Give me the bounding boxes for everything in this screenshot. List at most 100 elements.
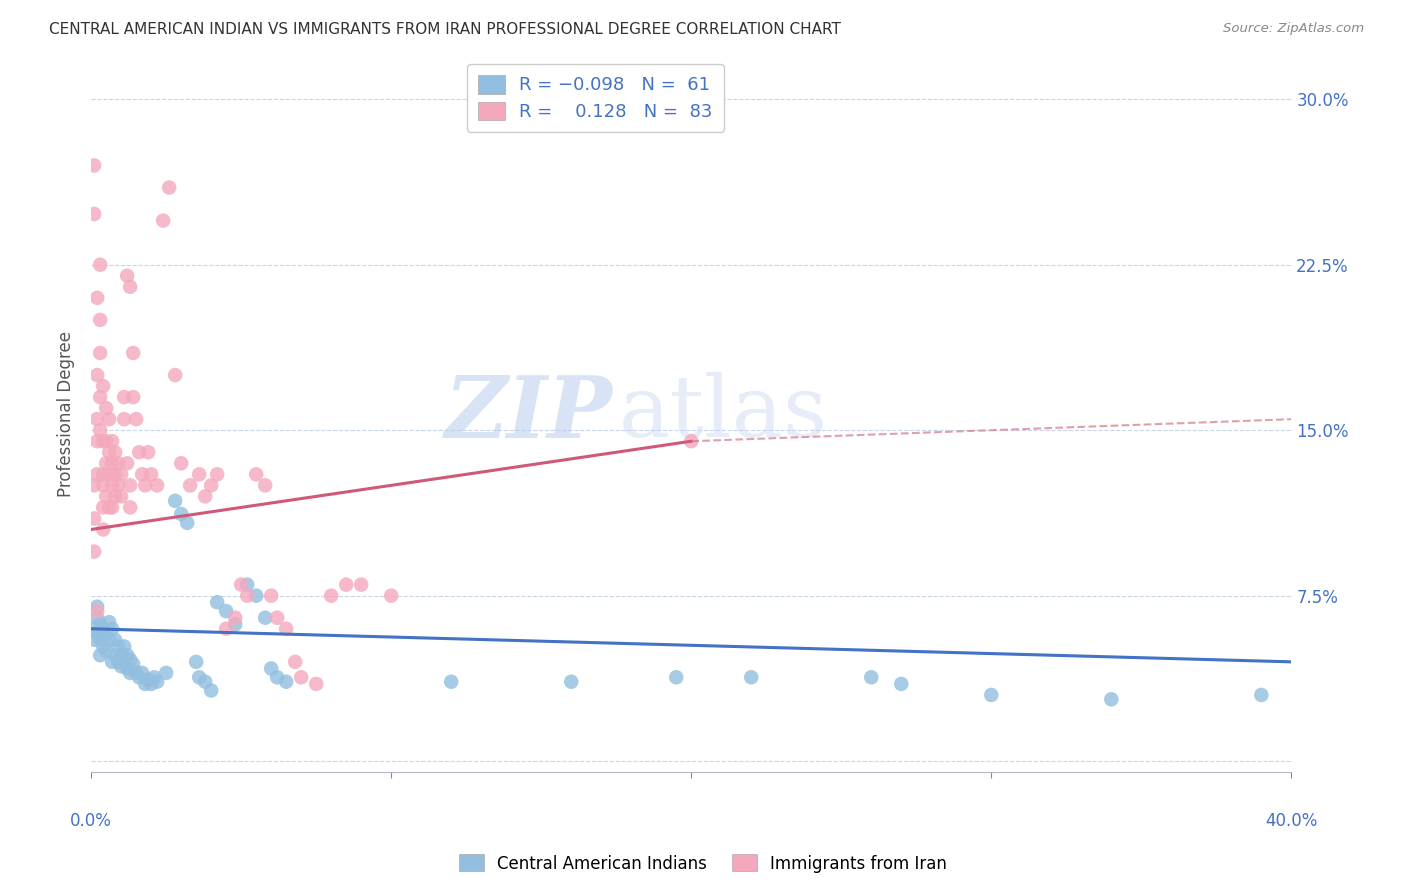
Point: [91, 640, 114, 654]
Point: [120, 478, 142, 492]
Point: [276, 674, 298, 689]
Point: [131, 665, 153, 680]
Point: [98, 615, 121, 629]
Point: [134, 478, 156, 492]
Point: [91, 478, 114, 492]
Point: [125, 665, 148, 680]
Point: [245, 467, 267, 482]
Point: [141, 677, 163, 691]
Text: 0.0%: 0.0%: [70, 812, 112, 830]
Point: [146, 674, 169, 689]
Point: [104, 445, 127, 459]
Point: [740, 670, 762, 684]
Point: [890, 677, 912, 691]
Point: [83, 632, 105, 647]
Point: [125, 412, 148, 426]
Point: [101, 456, 124, 470]
Point: [254, 611, 277, 625]
Point: [165, 493, 187, 508]
Point: [290, 670, 312, 684]
Point: [91, 434, 114, 449]
Point: [205, 467, 228, 482]
Text: 40.0%: 40.0%: [1265, 812, 1317, 830]
Point: [98, 445, 121, 459]
Point: [110, 659, 132, 673]
Point: [215, 622, 238, 636]
Point: [122, 390, 145, 404]
Point: [83, 207, 105, 221]
Point: [86, 599, 108, 614]
Point: [101, 655, 124, 669]
Point: [350, 577, 373, 591]
Point: [107, 456, 129, 470]
Point: [224, 611, 246, 625]
Point: [96, 489, 118, 503]
Point: [83, 158, 105, 172]
Point: [89, 632, 111, 647]
Point: [91, 622, 114, 636]
Point: [305, 677, 328, 691]
Point: [101, 478, 124, 492]
Point: [107, 478, 129, 492]
Point: [83, 622, 105, 636]
Point: [110, 489, 132, 503]
Point: [89, 648, 111, 663]
Point: [186, 655, 208, 669]
Point: [101, 500, 124, 515]
Point: [260, 589, 283, 603]
Point: [980, 688, 1002, 702]
Point: [96, 644, 118, 658]
Point: [96, 626, 118, 640]
Point: [266, 670, 288, 684]
Point: [245, 589, 267, 603]
Text: Source: ZipAtlas.com: Source: ZipAtlas.com: [1223, 22, 1364, 36]
Point: [86, 368, 108, 382]
Point: [122, 657, 145, 671]
Point: [89, 617, 111, 632]
Point: [89, 390, 111, 404]
Point: [131, 467, 153, 482]
Point: [266, 611, 288, 625]
Point: [83, 544, 105, 558]
Point: [98, 412, 121, 426]
Point: [83, 511, 105, 525]
Point: [112, 390, 135, 404]
Point: [179, 478, 201, 492]
Text: atlas: atlas: [619, 372, 828, 455]
Point: [136, 445, 159, 459]
Point: [86, 626, 108, 640]
Point: [231, 577, 253, 591]
Text: ZIP: ZIP: [446, 372, 613, 456]
Point: [98, 500, 121, 515]
Legend: R = −0.098   N =  61, R =    0.128   N =  83: R = −0.098 N = 61, R = 0.128 N = 83: [467, 64, 724, 132]
Point: [188, 467, 211, 482]
Point: [165, 368, 187, 382]
Point: [86, 412, 108, 426]
Point: [98, 632, 121, 647]
Point: [215, 604, 238, 618]
Point: [115, 268, 138, 283]
Point: [86, 434, 108, 449]
Point: [155, 665, 177, 680]
Point: [254, 478, 277, 492]
Point: [110, 467, 132, 482]
Point: [115, 661, 138, 675]
Point: [136, 673, 159, 687]
Point: [200, 683, 222, 698]
Point: [86, 291, 108, 305]
Point: [128, 670, 150, 684]
Point: [101, 622, 124, 636]
Point: [170, 456, 193, 470]
Point: [101, 434, 124, 449]
Point: [89, 423, 111, 437]
Point: [560, 674, 582, 689]
Point: [91, 467, 114, 482]
Point: [104, 648, 127, 663]
Point: [284, 655, 307, 669]
Point: [665, 670, 688, 684]
Point: [1250, 688, 1272, 702]
Point: [98, 467, 121, 482]
Point: [681, 434, 703, 449]
Point: [1099, 692, 1122, 706]
Point: [170, 507, 193, 521]
